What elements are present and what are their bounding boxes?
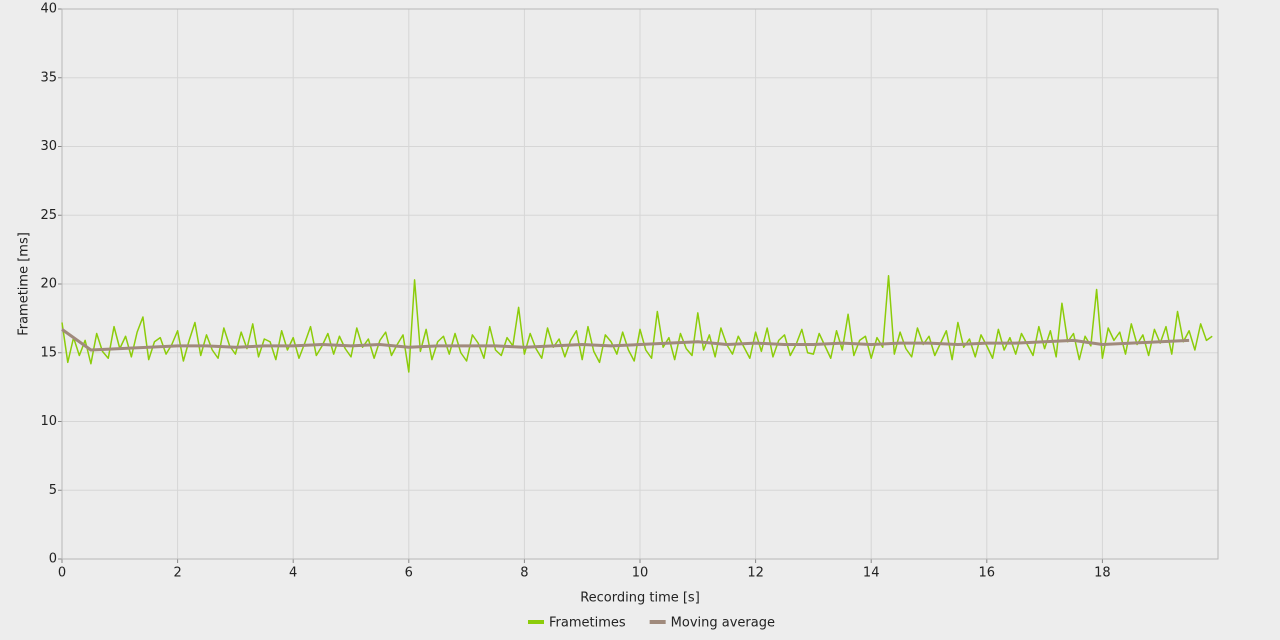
x-tick-label: 12 bbox=[747, 566, 764, 581]
x-tick-label: 2 bbox=[173, 566, 181, 581]
legend-swatch bbox=[528, 620, 544, 624]
legend-label: Moving average bbox=[671, 616, 775, 631]
y-tick-label: 5 bbox=[49, 483, 57, 498]
legend-label: Frametimes bbox=[549, 616, 626, 631]
x-tick-label: 8 bbox=[520, 566, 528, 581]
plot-border bbox=[61, 8, 1219, 560]
y-tick-label: 15 bbox=[40, 345, 57, 360]
y-tick-label: 20 bbox=[40, 277, 57, 292]
x-tick-label: 4 bbox=[289, 566, 297, 581]
series-line bbox=[61, 328, 1190, 352]
y-tick-label: 40 bbox=[40, 2, 57, 17]
y-tick-label: 0 bbox=[49, 552, 57, 567]
x-tick-label: 14 bbox=[863, 566, 880, 581]
y-tick-label: 25 bbox=[40, 208, 57, 223]
y-tick-label: 35 bbox=[40, 70, 57, 85]
x-tick-label: 0 bbox=[58, 566, 66, 581]
x-axis-label: Recording time [s] bbox=[580, 591, 700, 606]
x-tick-label: 16 bbox=[979, 566, 996, 581]
y-tick-label: 30 bbox=[40, 139, 57, 154]
y-axis-label: Frametime [ms] bbox=[17, 232, 32, 336]
x-tick-label: 6 bbox=[405, 566, 413, 581]
x-tick-label: 10 bbox=[632, 566, 649, 581]
legend-swatch bbox=[649, 620, 666, 624]
y-tick-label: 10 bbox=[40, 414, 57, 429]
x-tick-label: 18 bbox=[1094, 566, 1111, 581]
